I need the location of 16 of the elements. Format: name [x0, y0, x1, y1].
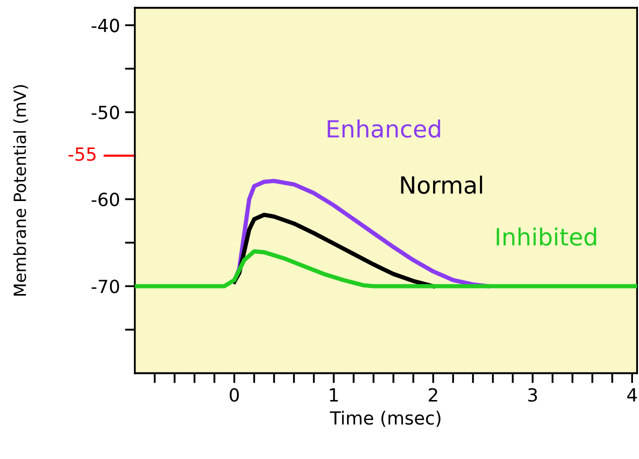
y-tick-label: -50 — [92, 106, 120, 120]
y-tick-label: -40 — [92, 18, 120, 32]
text: Normal — [401, 176, 482, 194]
x-tick-label: 0 — [230, 388, 239, 402]
series-label: Inhibited — [496, 227, 596, 246]
x-tick-label: 2 — [428, 388, 438, 402]
x-tick-label: 1 — [330, 388, 338, 402]
text: Enhanced — [328, 119, 440, 138]
y-tick-label: -60 — [92, 192, 120, 206]
x-axis-title: Time (msec) — [330, 410, 440, 427]
x-tick-label: 4 — [627, 388, 637, 402]
line-series — [134, 249, 638, 288]
y-axis-title: Membrane Potential (mV) — [13, 85, 28, 296]
x-tick-label: 3 — [528, 388, 537, 402]
y-tick-label: -70 — [92, 280, 120, 294]
ref-line-label: -55 — [68, 148, 96, 161]
